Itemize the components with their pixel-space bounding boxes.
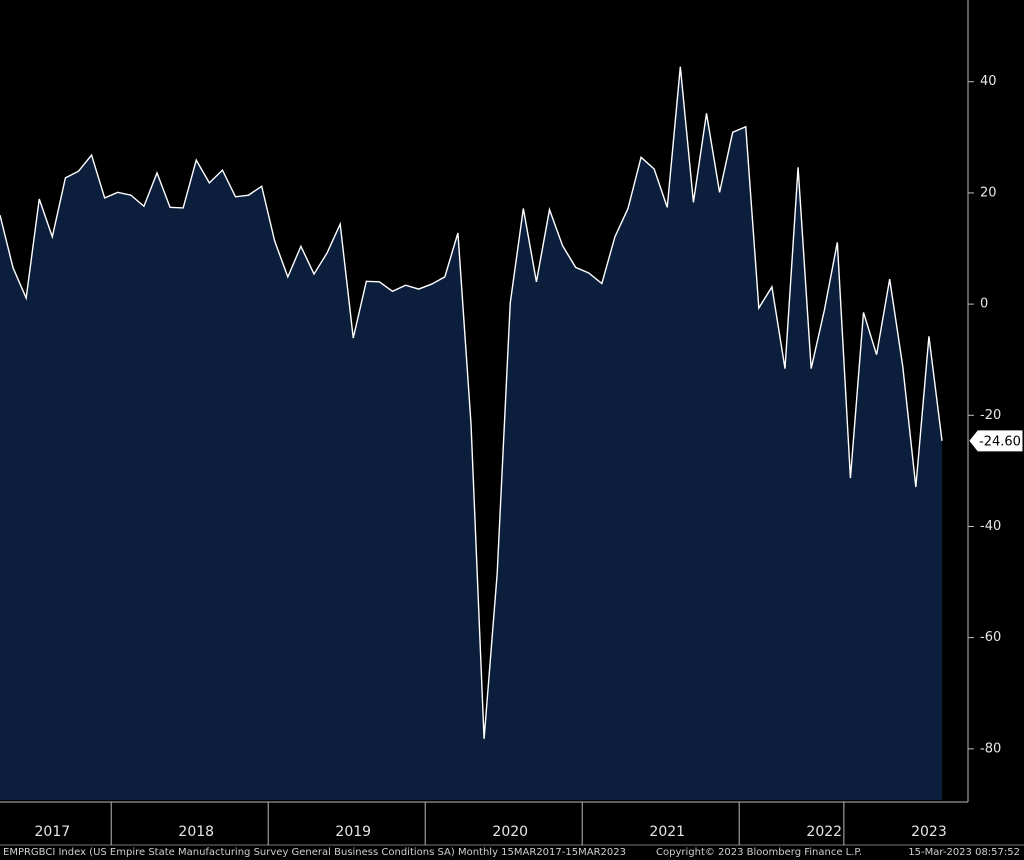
y-tick-label: -20 xyxy=(980,408,1001,423)
x-tick-label: 2018 xyxy=(178,824,214,840)
footer-copyright: Copyright© 2023 Bloomberg Finance L.P. xyxy=(656,847,862,858)
x-tick-label: 2021 xyxy=(649,824,685,840)
y-tick-label: 20 xyxy=(980,185,997,200)
x-tick-label: 2020 xyxy=(492,824,528,840)
footer-source: EMPRGBCI Index (US Empire State Manufact… xyxy=(3,847,626,858)
y-tick-label: -40 xyxy=(980,519,1001,534)
x-tick-label: 2017 xyxy=(35,824,71,840)
x-tick-label: 2023 xyxy=(911,824,947,840)
x-tick-label: 2022 xyxy=(806,824,842,840)
y-tick-label: -80 xyxy=(980,741,1001,756)
y-tick-label: 0 xyxy=(980,297,988,312)
footer-timestamp: 15-Mar-2023 08:57:52 xyxy=(908,847,1020,858)
line xyxy=(0,66,943,739)
last-value-tag xyxy=(969,430,1023,452)
last-value-label: -24.60 xyxy=(979,434,1021,449)
y-tick-label: -60 xyxy=(980,630,1001,645)
y-tick-label: 40 xyxy=(980,74,997,89)
x-tick-label: 2019 xyxy=(335,824,371,840)
